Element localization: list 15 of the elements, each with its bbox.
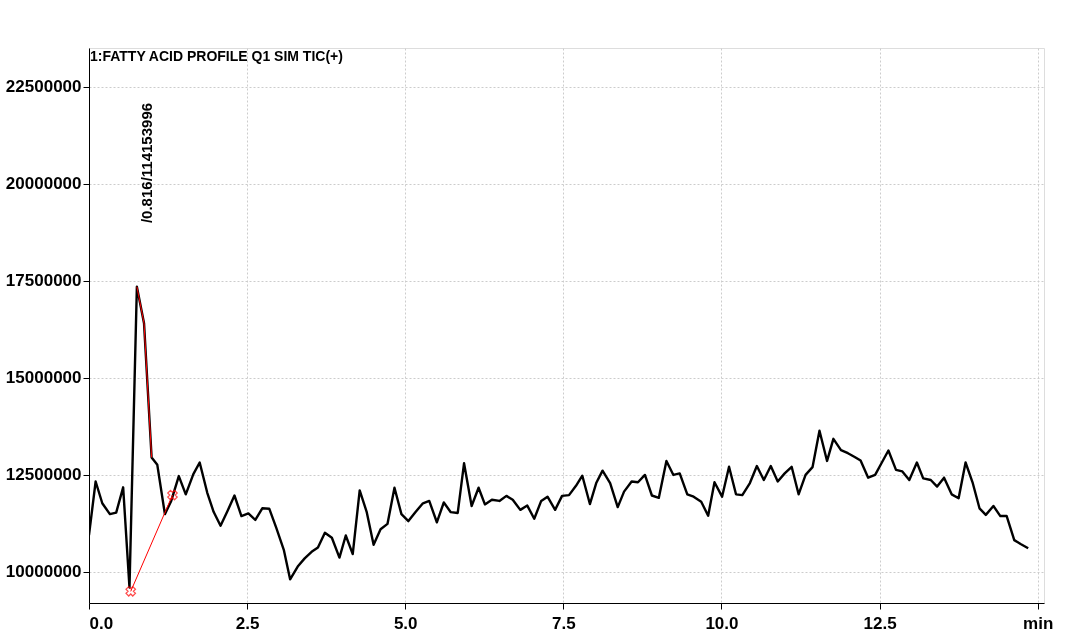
x-tick-label: min: [1023, 613, 1054, 633]
y-tick-label: 12500000: [5, 465, 82, 485]
annotation: /0.816/114153996: [138, 102, 155, 224]
y-tick-label: 15000000: [5, 368, 82, 388]
x-tick-label: 5.0: [393, 613, 418, 633]
x-tick-label: 2.5: [235, 613, 260, 633]
y-tick-label: 20000000: [5, 174, 82, 194]
x-tick-label: 0.0: [89, 613, 114, 633]
y-tick-label: 10000000: [5, 562, 82, 582]
chart-title: 1:FATTY ACID PROFILE Q1 SIM TIC(+): [90, 48, 343, 64]
x-tick-label: 10.0: [705, 613, 739, 633]
y-tick-label: 22500000: [5, 77, 82, 97]
x-tick-label: 7.5: [552, 613, 576, 633]
y-tick-label: 17500000: [5, 271, 82, 291]
x-tick-label: 12.5: [863, 613, 897, 633]
